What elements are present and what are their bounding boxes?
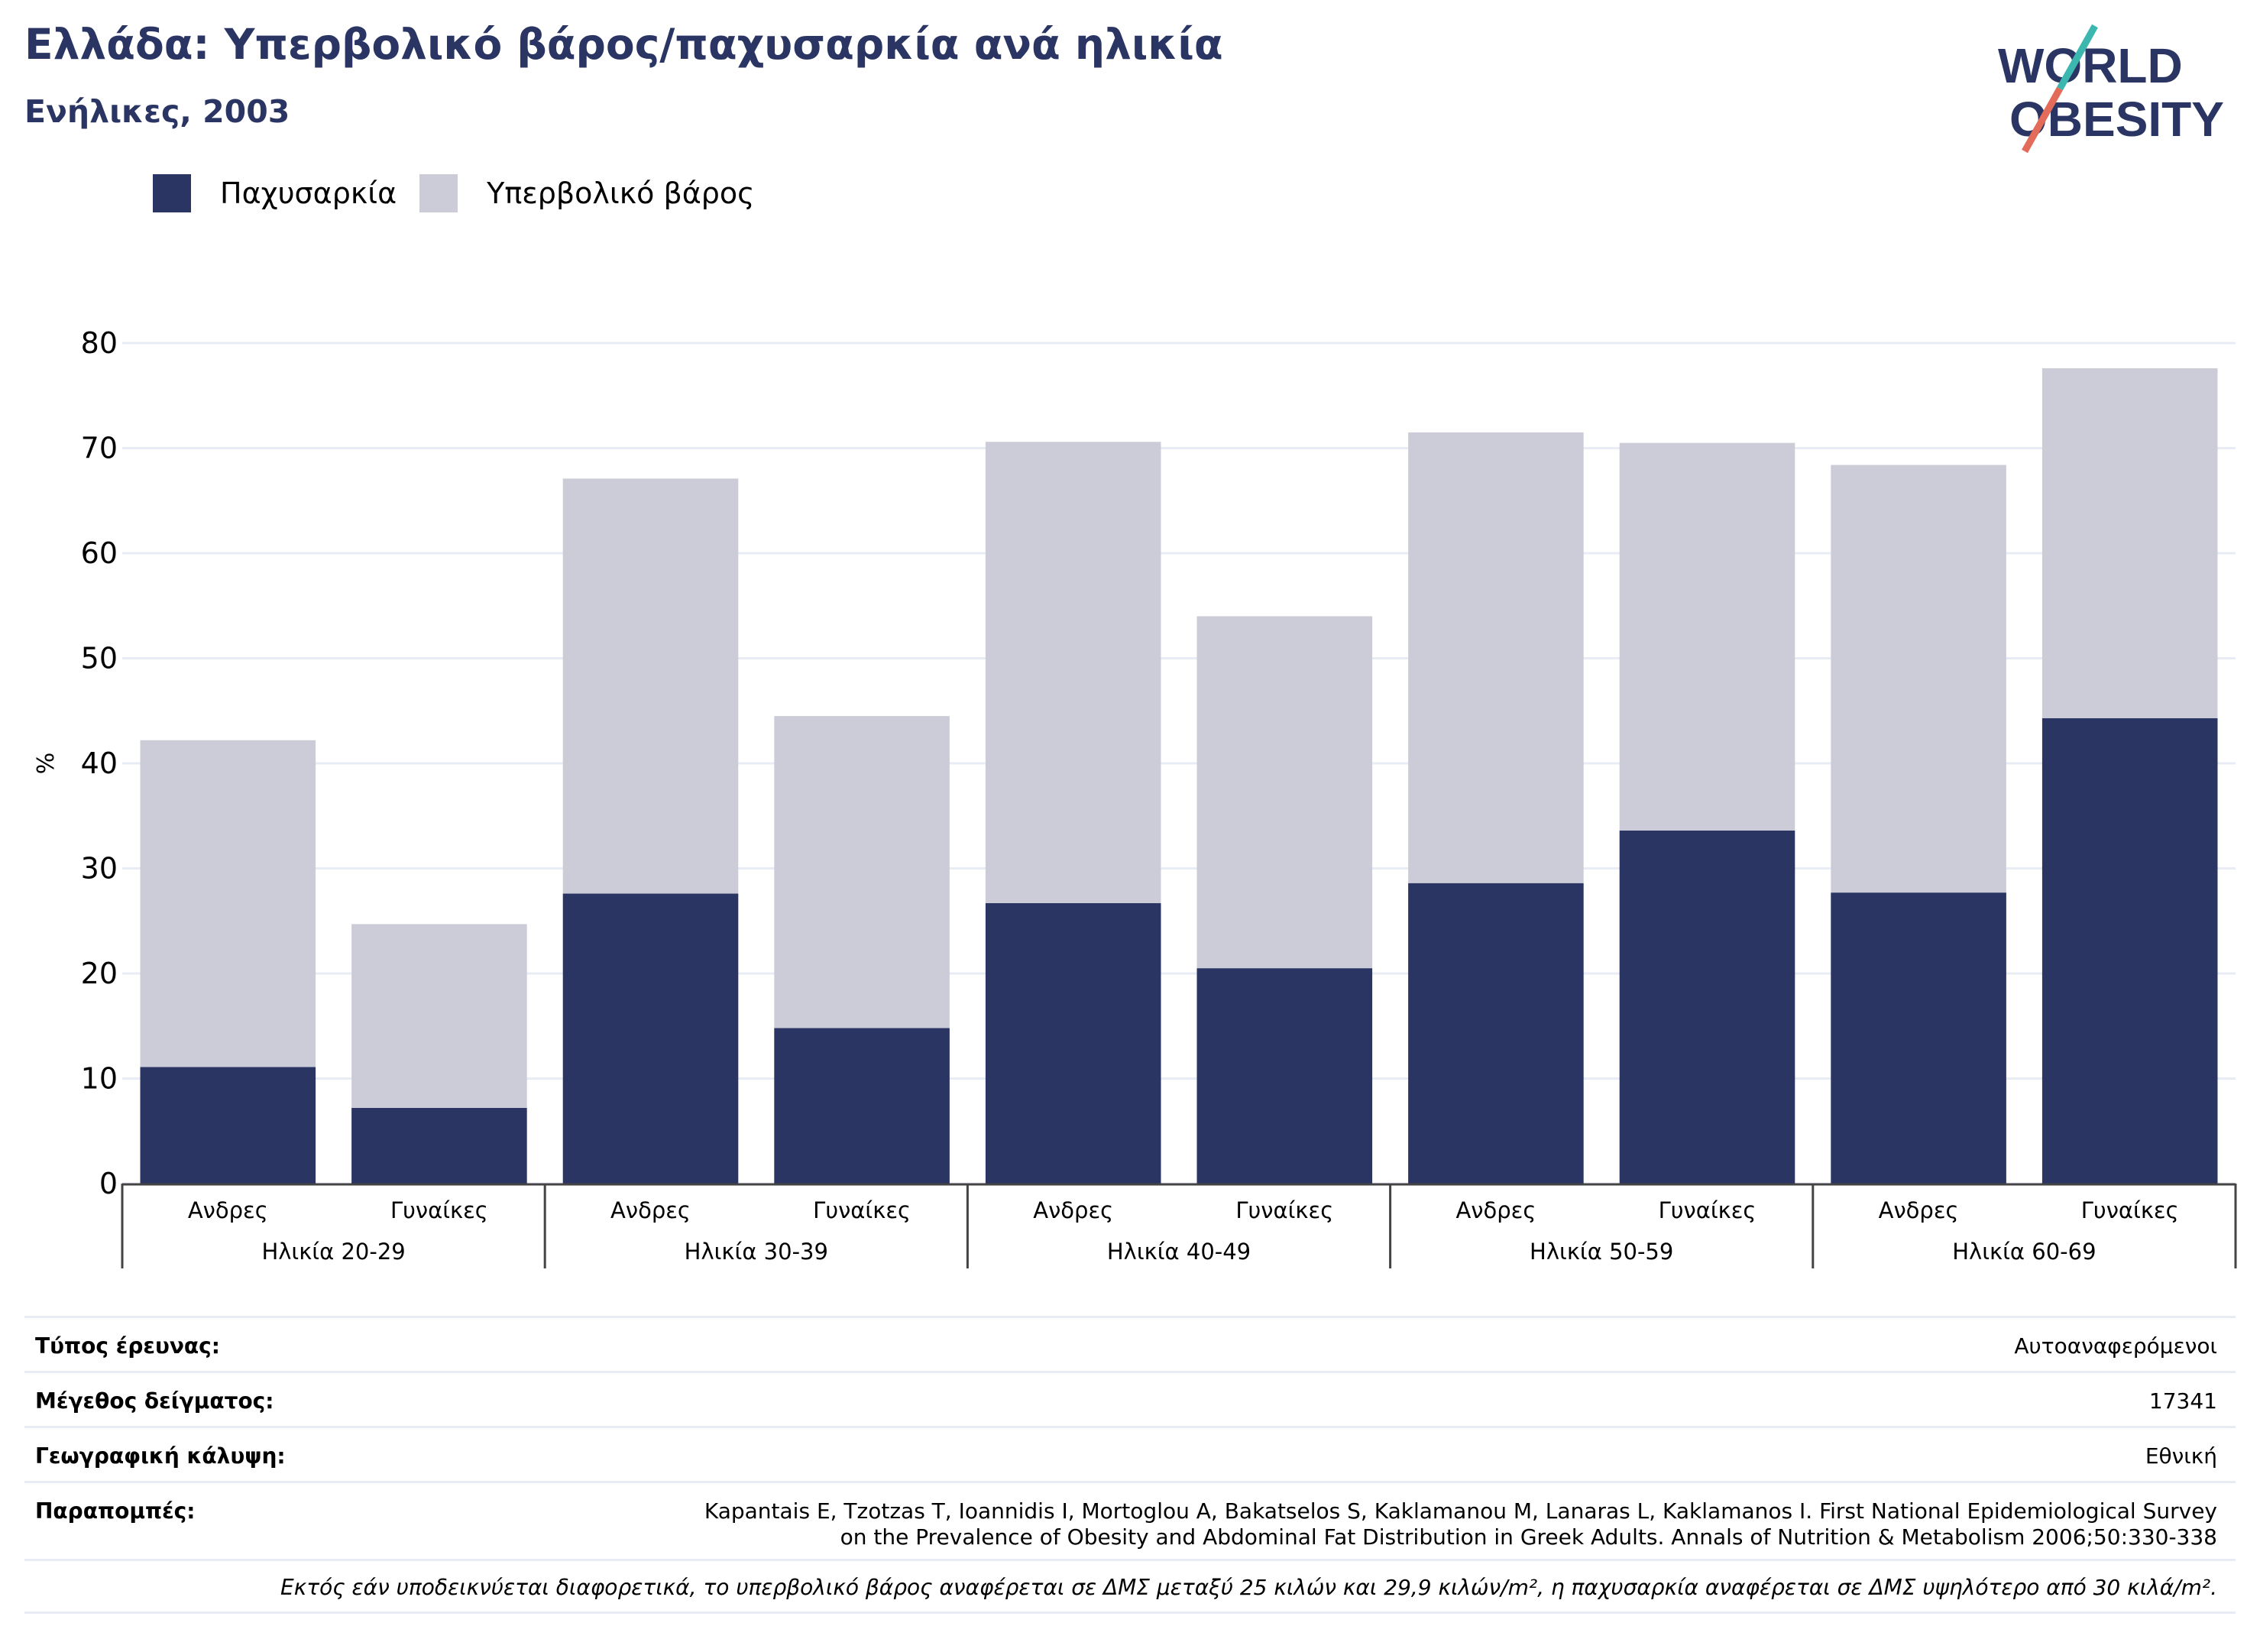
- meta-row-survey-type: Τύπος έρευνας: Αυτοαναφερόμενοι: [24, 1316, 2236, 1371]
- y-tick-label-10: 10: [81, 1062, 118, 1096]
- chart-title: Ελλάδα: Υπερβολικό βάρος/παχυσαρκία ανά …: [24, 20, 1223, 69]
- reference-line-2: on the Prevalence of Obesity and Abdomin…: [840, 1524, 2217, 1550]
- reference-line-1: Kapantais E, Tzotzas T, Ioannidis I, Mor…: [704, 1498, 2217, 1524]
- legend-label-overweight: Υπερβολικό βάρος: [487, 177, 755, 210]
- logo-slash-coral: [2022, 86, 2063, 154]
- meta-value-references: Kapantais E, Tzotzas T, Ioannidis I, Mor…: [704, 1483, 2217, 1550]
- stacked-bar-chart: 0 10 20 30 40 50 60 70 80% Ανδρες Γυναίκες Ανδρες Γυ…: [33, 326, 2237, 1268]
- bar-obesity-1: [351, 1108, 527, 1184]
- meta-label-coverage: Γεωγραφική κάλυψη:: [35, 1443, 286, 1469]
- bar-overweight-1: [351, 924, 527, 1108]
- bar-overweight-3: [774, 716, 950, 1028]
- bar-obesity-4: [985, 902, 1161, 1184]
- group-label-1: Ηλικία 30-39: [685, 1239, 828, 1265]
- x-tick-label-9: Γυναίκες: [2081, 1197, 2179, 1223]
- world-obesity-logo: WORLD OBESITY: [1998, 24, 2224, 154]
- y-tick-label-30: 30: [81, 852, 118, 886]
- meta-label-references: Παραπομπές:: [35, 1498, 196, 1524]
- x-tick-label-8: Ανδρες: [1879, 1197, 1959, 1223]
- group-label-3: Ηλικία 50-59: [1530, 1239, 1673, 1265]
- bar-overweight-5: [1196, 616, 1373, 969]
- bar-obesity-8: [1831, 892, 2006, 1184]
- bar-overweight-8: [1831, 465, 2006, 893]
- y-tick-label-60: 60: [81, 536, 118, 570]
- x-tick-label-4: Ανδρες: [1033, 1197, 1113, 1223]
- y-tick-label-80: 80: [81, 326, 118, 360]
- group-label-4: Ηλικία 60-69: [1952, 1239, 2096, 1265]
- definition-note: Εκτός εάν υποδεικνύεται διαφορετικά, το …: [24, 1559, 2236, 1614]
- bar-overweight-0: [140, 740, 316, 1067]
- group-label-2: Ηλικία 40-49: [1107, 1239, 1251, 1265]
- bar-obesity-6: [1408, 883, 1584, 1184]
- bar-overweight-6: [1408, 432, 1584, 883]
- legend-item-overweight: Υπερβολικό βάρος: [419, 174, 754, 212]
- x-tick-label-5: Γυναίκες: [1235, 1197, 1333, 1223]
- meta-value-sample-size: 17341: [2148, 1388, 2217, 1414]
- metadata-table: Τύπος έρευνας: Αυτοαναφερόμενοι Μέγεθος …: [24, 1316, 2236, 1614]
- x-tick-label-7: Γυναίκες: [1659, 1197, 1757, 1223]
- meta-label-survey-type: Τύπος έρευνας:: [35, 1333, 220, 1359]
- meta-row-sample-size: Μέγεθος δείγματος: 17341: [24, 1371, 2236, 1426]
- bar-overweight-4: [985, 442, 1161, 903]
- bar-overweight-9: [2041, 368, 2218, 718]
- chart-subtitle: Ενήλικες, 2003: [24, 93, 290, 130]
- bar-overweight-2: [562, 478, 739, 894]
- bar-obesity-7: [1619, 831, 1795, 1184]
- y-tick-label-40: 40: [81, 747, 118, 780]
- y-axis-label: %: [33, 753, 60, 775]
- bar-obesity-3: [774, 1028, 950, 1184]
- x-tick-label-6: Ανδρες: [1455, 1197, 1536, 1223]
- logo-slash-teal: [2057, 24, 2098, 91]
- legend-item-obesity: Παχυσαρκία: [153, 174, 397, 212]
- meta-row-references: Παραπομπές: Kapantais E, Tzotzas T, Ioan…: [24, 1481, 2236, 1559]
- y-tick-label-50: 50: [81, 642, 118, 675]
- y-tick-label-70: 70: [81, 432, 118, 465]
- x-tick-label-3: Γυναίκες: [813, 1197, 911, 1223]
- logo-line1: WORLD: [1998, 38, 2183, 93]
- bar-overweight-7: [1619, 442, 1795, 831]
- bar-obesity-5: [1196, 968, 1373, 1184]
- meta-value-coverage: Εθνική: [2145, 1443, 2217, 1469]
- bar-obesity-0: [140, 1067, 316, 1184]
- meta-row-coverage: Γεωγραφική κάλυψη: Εθνική: [24, 1426, 2236, 1481]
- y-tick-label-20: 20: [81, 957, 118, 990]
- x-tick-label-0: Ανδρες: [188, 1197, 268, 1223]
- legend: Παχυσαρκία Υπερβολικό βάρος: [153, 174, 777, 212]
- legend-label-obesity: Παχυσαρκία: [220, 177, 397, 210]
- legend-swatch-obesity: [153, 174, 191, 212]
- bar-obesity-9: [2041, 717, 2218, 1184]
- legend-swatch-overweight: [419, 174, 458, 212]
- group-label-0: Ηλικία 20-29: [261, 1239, 405, 1265]
- meta-value-survey-type: Αυτοαναφερόμενοι: [2014, 1333, 2217, 1359]
- bar-obesity-2: [562, 893, 739, 1184]
- x-tick-label-1: Γυναίκες: [390, 1197, 488, 1223]
- meta-label-sample-size: Μέγεθος δείγματος:: [35, 1388, 274, 1414]
- x-tick-label-2: Ανδρες: [610, 1197, 691, 1223]
- y-tick-label-0: 0: [99, 1167, 118, 1200]
